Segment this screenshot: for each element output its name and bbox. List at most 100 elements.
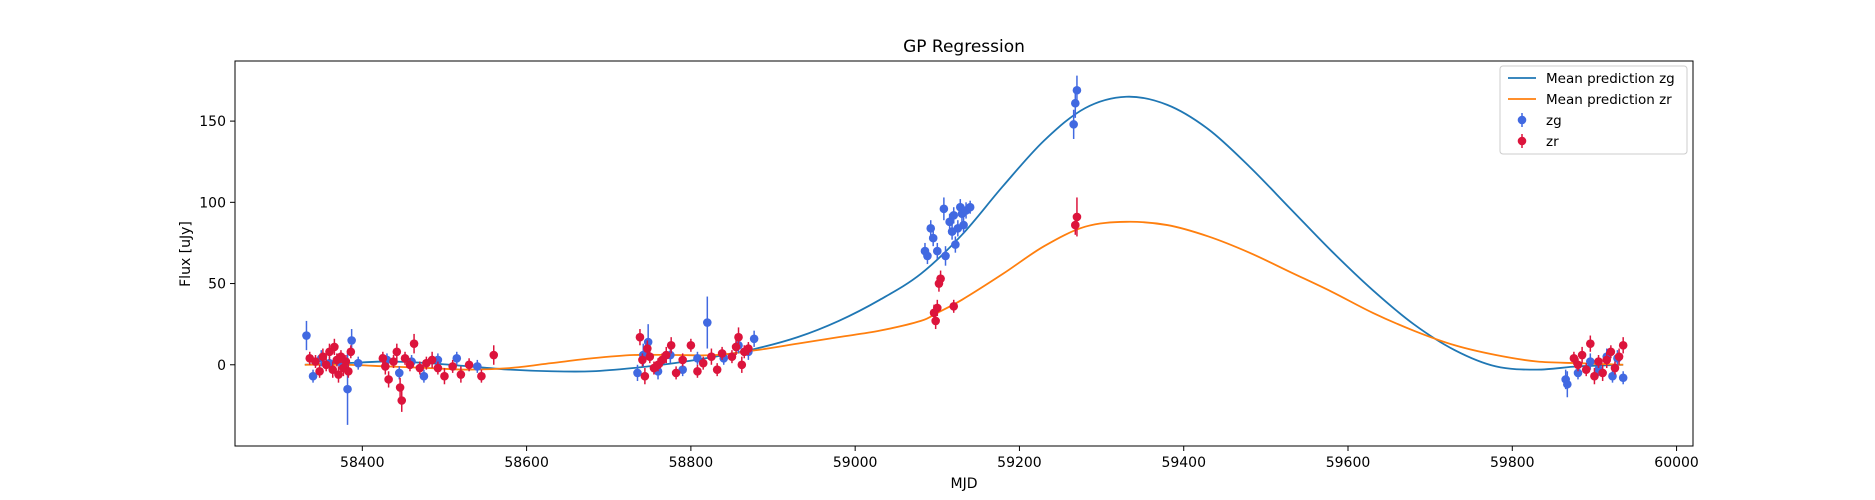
- point-zr-24: [409, 339, 419, 348]
- point-zg-44: [1069, 120, 1078, 129]
- point-zr-46: [678, 355, 687, 365]
- legend-marker-3: [1517, 136, 1527, 146]
- point-zg-37: [951, 240, 960, 249]
- x-tick-label-3: 59000: [833, 455, 878, 471]
- y-tick-label-0: 0: [217, 358, 226, 374]
- point-zr-69: [1577, 350, 1587, 360]
- point-zr-14: [346, 347, 356, 357]
- point-zr-22: [400, 353, 410, 363]
- legend-label-3: zr: [1546, 134, 1559, 150]
- point-zr-37: [640, 371, 650, 381]
- point-zr-33: [477, 371, 486, 381]
- point-zg-6: [347, 336, 356, 345]
- point-zg-20: [678, 365, 687, 374]
- point-zr-7: [330, 342, 339, 352]
- point-zg-50: [1586, 357, 1595, 366]
- point-zg-9: [394, 368, 404, 378]
- point-zr-63: [936, 274, 945, 283]
- point-zr-60: [931, 316, 940, 326]
- point-zr-45: [671, 368, 681, 378]
- point-zg-0: [302, 331, 311, 340]
- point-zg-1: [308, 371, 318, 381]
- point-zr-75: [1602, 355, 1612, 365]
- point-zr-65: [1071, 220, 1080, 230]
- chart-title: GP Regression: [903, 37, 1025, 57]
- point-zr-34: [489, 350, 499, 360]
- x-tick-label-7: 59800: [1490, 455, 1535, 471]
- point-zg-32: [939, 204, 949, 214]
- point-zr-25: [415, 363, 425, 373]
- point-zg-41: [959, 220, 968, 230]
- point-zg-28: [923, 251, 932, 261]
- point-zr-35: [635, 332, 645, 342]
- series-zr-points: [305, 197, 1628, 412]
- series-zg-points: [302, 75, 1628, 425]
- x-axis-label: MJD: [951, 476, 978, 492]
- point-zg-15: [633, 368, 642, 378]
- point-zg-36: [949, 211, 959, 220]
- point-zr-48: [693, 366, 702, 376]
- x-tick-label-2: 58800: [669, 455, 714, 471]
- legend-label-2: zg: [1546, 113, 1562, 129]
- point-zr-12: [341, 357, 351, 366]
- point-zg-7: [353, 358, 363, 368]
- plot-frame: [234, 60, 1694, 447]
- point-zg-33: [941, 251, 950, 261]
- point-zr-71: [1586, 339, 1595, 348]
- point-zr-39: [645, 352, 655, 361]
- y-axis-label: Flux [uJy]: [178, 221, 194, 287]
- legend: Mean prediction zg Mean prediction zr zg zr: [1499, 65, 1688, 155]
- point-zr-58: [744, 344, 753, 353]
- point-zr-20: [395, 383, 405, 392]
- point-zr-16: [381, 362, 390, 371]
- point-zg-30: [928, 233, 938, 243]
- y-tick-label-2: 100: [199, 195, 226, 211]
- point-zr-36: [638, 355, 647, 365]
- x-tick-label-1: 58600: [504, 455, 549, 471]
- x-tick-label-8: 60000: [1654, 455, 1699, 471]
- y-tick-label-3: 150: [199, 114, 226, 130]
- point-zr-23: [405, 360, 415, 370]
- point-zr-72: [1590, 371, 1599, 381]
- point-zr-68: [1573, 360, 1583, 370]
- point-zg-46: [1072, 85, 1082, 95]
- point-zr-49: [698, 358, 708, 368]
- point-zr-28: [433, 363, 443, 373]
- legend-box: [1499, 65, 1688, 155]
- point-zr-52: [717, 349, 727, 358]
- point-zg-17: [643, 337, 653, 347]
- point-zr-18: [389, 357, 398, 366]
- point-zr-55: [734, 332, 743, 342]
- point-zr-21: [397, 396, 407, 405]
- point-zg-14: [473, 362, 482, 371]
- x-axis: 58400 58600 58800 59000 59200 59400 59600 59800…: [340, 446, 1699, 471]
- point-zr-53: [727, 352, 737, 361]
- legend-marker-2: [1517, 115, 1527, 125]
- point-zg-31: [933, 246, 942, 256]
- point-zr-17: [384, 375, 393, 384]
- point-zr-19: [392, 347, 402, 357]
- point-zr-30: [448, 362, 457, 371]
- y-axis: 0 50 100 150: [199, 114, 235, 374]
- x-tick-label-6: 59600: [1326, 455, 1371, 471]
- point-zr-70: [1581, 365, 1591, 374]
- point-zg-55: [1618, 373, 1628, 383]
- point-zr-51: [712, 365, 722, 374]
- point-zr-61: [933, 303, 942, 313]
- point-zr-73: [1594, 357, 1603, 366]
- point-zr-32: [464, 360, 474, 370]
- point-zr-64: [949, 301, 959, 311]
- point-zr-27: [427, 355, 437, 365]
- point-zr-66: [1072, 212, 1082, 222]
- series-line-1: [304, 220, 1624, 371]
- legend-label-0: Mean prediction zg: [1546, 71, 1675, 87]
- point-zg-26: [749, 334, 759, 344]
- plot-area: [302, 75, 1628, 425]
- point-zr-43: [661, 350, 671, 360]
- point-zg-45: [1071, 98, 1080, 108]
- point-zg-48: [1563, 379, 1572, 389]
- point-zr-13: [344, 366, 353, 376]
- point-zr-47: [686, 340, 696, 350]
- point-zg-22: [703, 318, 712, 327]
